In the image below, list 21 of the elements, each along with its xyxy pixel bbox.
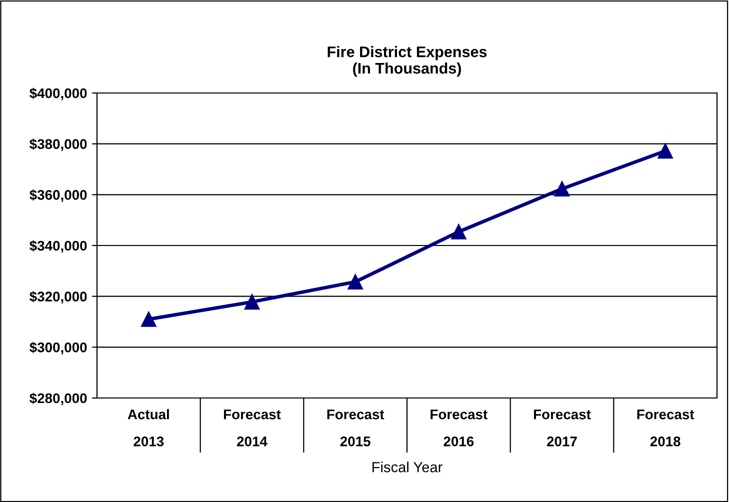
y-tick-label: $360,000	[30, 189, 87, 202]
category-label: Forecast 2018	[637, 410, 694, 446]
category-label: Forecast 2016	[430, 410, 488, 446]
x-axis-title: Fiscal Year	[372, 462, 442, 472]
category-label: Forecast 2015	[327, 410, 384, 446]
point	[451, 224, 466, 240]
point	[554, 181, 570, 196]
y-tick-label: $320,000	[30, 291, 87, 304]
point	[658, 143, 673, 159]
category-label: Forecast 2017	[534, 410, 591, 446]
y-tick-label: $400,000	[30, 88, 87, 100]
chart-title: Fire District Expenses (In Thousands)	[328, 46, 487, 77]
category-label: Forecast 2014	[224, 410, 281, 446]
point	[244, 294, 260, 310]
y-tick-label: $340,000	[30, 240, 87, 253]
point	[348, 274, 363, 290]
point	[141, 312, 156, 327]
y-tick-label: $280,000	[30, 392, 87, 406]
category-label: Actual 2013	[128, 409, 169, 446]
y-tick-label: $380,000	[30, 138, 87, 152]
y-tick-label: $300,000	[30, 342, 87, 354]
